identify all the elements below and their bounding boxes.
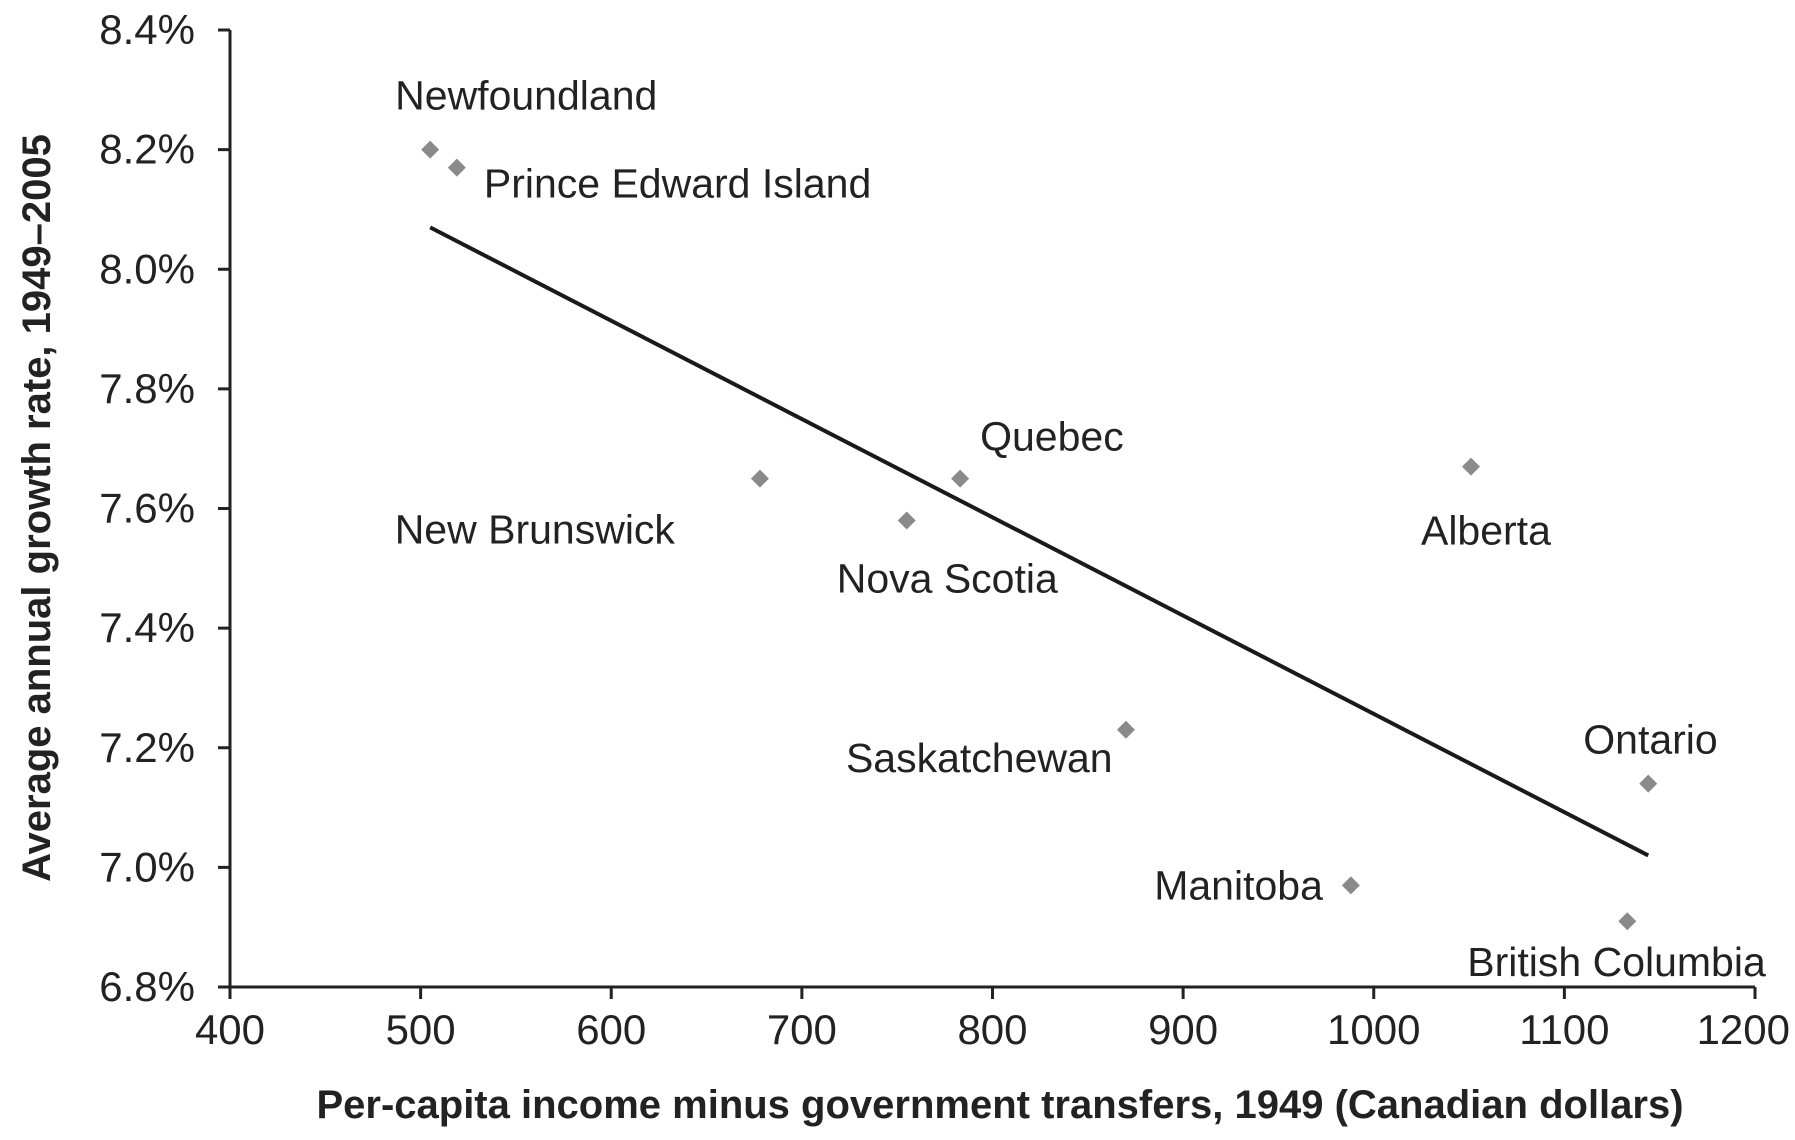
y-tick-label: 8.4%	[99, 6, 195, 53]
data-point	[897, 511, 916, 530]
data-point-label: British Columbia	[1467, 939, 1766, 985]
x-tick-label: 600	[576, 1006, 646, 1053]
data-point	[421, 140, 440, 159]
x-tick-label: 400	[195, 1006, 265, 1053]
data-point	[750, 469, 769, 488]
data-point-label: Quebec	[980, 414, 1124, 460]
x-tick-label: 500	[386, 1006, 456, 1053]
data-points	[421, 140, 1658, 931]
x-tick-label: 800	[957, 1006, 1027, 1053]
y-tick-label: 7.8%	[99, 365, 195, 412]
data-point-label: New Brunswick	[395, 507, 676, 553]
data-point-label: Manitoba	[1154, 862, 1323, 908]
x-tick-label: 900	[1148, 1006, 1218, 1053]
y-axis-ticks: 6.8% 7.0% 7.2% 7.4% 7.6% 7.8% 8.0% 8.2% 8.4%	[99, 6, 230, 1010]
y-tick-label: 7.2%	[99, 724, 195, 771]
data-point-label: Newfoundland	[395, 73, 657, 119]
x-axis-ticks: 400 500 600 700 800 900 1000 1100 1200	[195, 987, 1790, 1053]
x-axis-title: Per-capita income minus government trans…	[316, 1083, 1683, 1127]
data-point	[1341, 876, 1360, 895]
y-tick-label: 8.0%	[99, 245, 195, 292]
y-tick-label: 7.6%	[99, 485, 195, 532]
y-axis-title: Average annual growth rate, 1949–2005	[15, 134, 59, 882]
x-tick-label: 1100	[1519, 1006, 1609, 1053]
data-point-label: Saskatchewan	[846, 735, 1113, 781]
data-point	[1618, 912, 1637, 931]
trendline	[429, 225, 1650, 858]
data-point	[1639, 774, 1658, 793]
data-point	[1461, 457, 1480, 476]
x-tick-label: 700	[767, 1006, 837, 1053]
x-tick-label: 1000	[1327, 1006, 1420, 1053]
data-point	[951, 469, 970, 488]
data-point-label: Ontario	[1583, 717, 1717, 763]
data-point	[447, 158, 466, 177]
data-point-labels: Newfoundland Prince Edward Island New Brun…	[395, 73, 1766, 986]
data-point-label: Nova Scotia	[837, 555, 1058, 601]
data-point-label: Prince Edward Island	[484, 161, 871, 207]
y-tick-label: 7.4%	[99, 604, 195, 651]
axes: 400 500 600 700 800 900 1000 1100 1200 6.8% 7.0% 7…	[99, 6, 1790, 1053]
y-tick-label: 8.2%	[99, 126, 195, 173]
data-point	[1116, 720, 1135, 739]
y-tick-label: 7.0%	[99, 843, 195, 890]
y-tick-label: 6.8%	[99, 963, 195, 1010]
x-tick-label: 1200	[1697, 1006, 1790, 1053]
data-point-label: Alberta	[1421, 508, 1551, 554]
